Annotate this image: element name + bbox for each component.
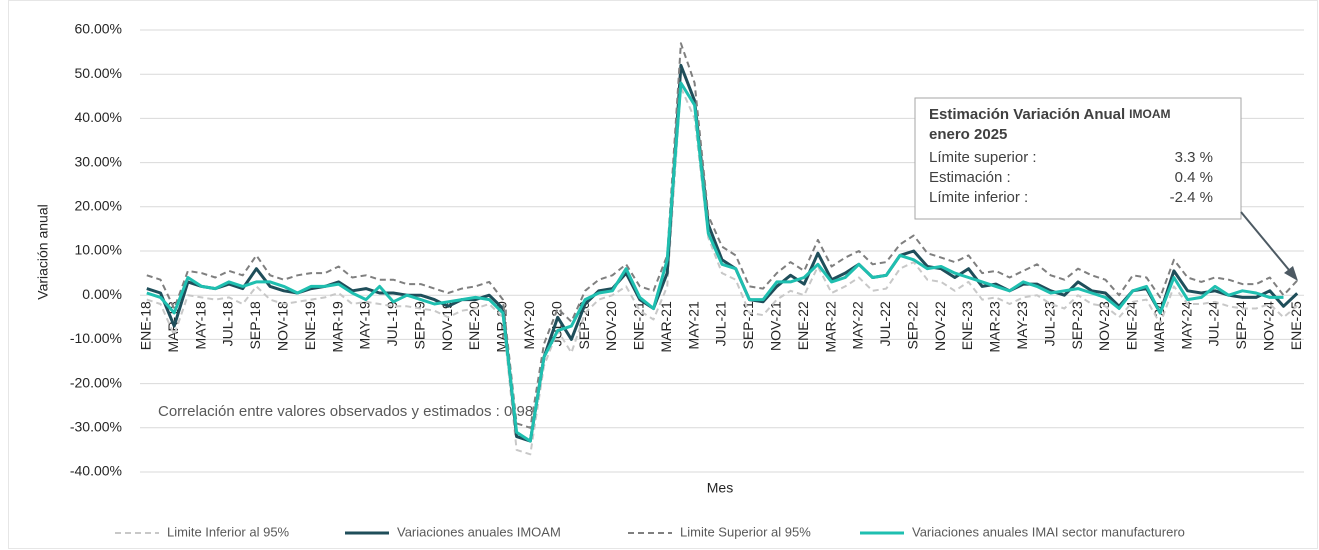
annotation-subtitle: enero 2025 [929, 126, 1007, 143]
series-line [146, 81, 1284, 443]
annotation-row-label: Límite superior : [929, 149, 1037, 166]
legend-label: Limite Inferior al 95% [167, 524, 290, 539]
annotation-arrowhead [1284, 266, 1298, 281]
x-tick-label: MAR-23 [987, 301, 1003, 353]
x-tick-label: NOV-23 [1096, 301, 1112, 351]
annotation-title-main: Estimación Variación Anual [929, 106, 1125, 123]
x-tick-label: SEP-19 [411, 301, 427, 349]
annotation-arrow [1240, 211, 1295, 277]
annotation-title: Estimación Variación Anual IMOAM [929, 106, 1171, 123]
x-tick-label: SEP-24 [1233, 301, 1249, 349]
x-tick-label: MAY-24 [1178, 301, 1194, 349]
x-tick-label: MAR-22 [822, 301, 838, 353]
annotation-row-value: 3.3 % [1175, 149, 1213, 166]
x-tick-label: SEP-22 [904, 301, 920, 349]
y-tick-label: 20.00% [75, 198, 122, 214]
x-tick-label: MAY-21 [685, 301, 701, 349]
x-tick-label: NOV-24 [1260, 301, 1276, 351]
x-tick-label: MAY-18 [192, 301, 208, 349]
x-tick-label: ENE-23 [959, 301, 975, 350]
legend-label: Limite Superior al 95% [680, 524, 811, 539]
x-tick-label: NOV-19 [439, 301, 455, 351]
x-tick-label: NOV-22 [932, 301, 948, 351]
annotation-row-value: 0.4 % [1175, 169, 1213, 186]
legend-label: Variaciones anuales IMAI sector manufact… [912, 524, 1185, 539]
x-tick-label: ENE-24 [1124, 301, 1140, 350]
x-tick-label: MAY-19 [357, 301, 373, 349]
x-tick-label: JUL-24 [1206, 301, 1222, 346]
grid: -40.00% -30.00% -20.00% -10.00% 0.00% 10.00% 2… [70, 21, 1304, 479]
y-tick-label: -40.00% [70, 463, 122, 479]
x-tick-label: JUL-18 [220, 301, 236, 346]
x-tick-label: JUL-22 [877, 301, 893, 346]
y-tick-label: 60.00% [75, 21, 122, 37]
y-tick-label: 30.00% [75, 153, 122, 169]
x-tick-label: MAR-19 [329, 301, 345, 353]
annotation-box [914, 97, 1242, 220]
x-tick-label: ENE-22 [795, 301, 811, 350]
x-tick-label: NOV-18 [274, 301, 290, 351]
series-line [146, 86, 1298, 456]
x-tick-label: NOV-20 [603, 301, 619, 351]
y-tick-label: 10.00% [75, 242, 122, 258]
series-line [146, 63, 1299, 443]
y-tick-label: -20.00% [70, 374, 122, 390]
annotation-row-value: -2.4 % [1170, 189, 1213, 206]
annotation: Estimación Variación Anual IMOAM enero 20… [914, 97, 1298, 281]
annotation-title-sub: IMOAM [1129, 107, 1170, 121]
annotation-row-label: Límite inferior : [929, 189, 1028, 206]
legend-label: Variaciones anuales IMOAM [397, 524, 561, 539]
x-tick-label: NOV-21 [767, 301, 783, 351]
y-tick-label: 40.00% [75, 109, 122, 125]
correlation-note: Correlación entre valores observados y e… [158, 403, 533, 420]
x-tick-label: MAR-21 [658, 301, 674, 353]
y-tick-label: 0.00% [82, 286, 122, 302]
series-line [146, 42, 1298, 429]
x-tick-label: SEP-18 [247, 301, 263, 349]
y-tick-label: -10.00% [70, 330, 122, 346]
y-tick-label: -30.00% [70, 419, 122, 435]
x-tick-label: JUL-19 [384, 301, 400, 346]
y-axis-label: Variación anual [35, 204, 51, 299]
x-tick-label: MAY-22 [850, 301, 866, 349]
x-axis-label: Mes [707, 480, 733, 496]
x-tick-label: ENE-18 [138, 301, 154, 350]
x-tick-label: JUL-21 [713, 301, 729, 346]
x-tick-label: MAY-20 [521, 301, 537, 349]
x-tick-label: SEP-21 [740, 301, 756, 349]
x-tick-label: ENE-19 [302, 301, 318, 350]
annotation-row-label: Estimación : [929, 169, 1011, 186]
x-tick-label: MAY-23 [1014, 301, 1030, 349]
chart-border [8, 0, 1318, 549]
x-tick-label: ENE-20 [466, 301, 482, 350]
x-tick-label: ENE-25 [1288, 301, 1304, 350]
x-tick-label: JUL-23 [1041, 301, 1057, 346]
y-tick-label: 50.00% [75, 65, 122, 81]
x-tick-label: SEP-23 [1069, 301, 1085, 349]
